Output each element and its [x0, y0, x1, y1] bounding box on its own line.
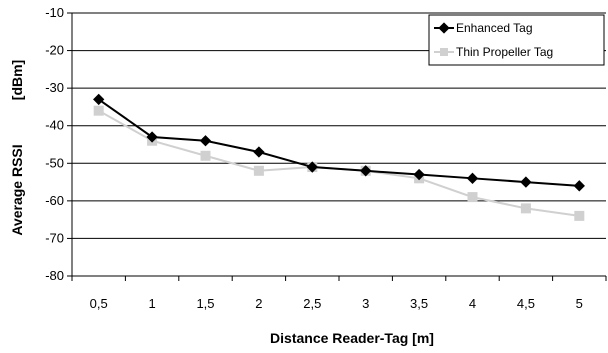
y-tick-label: -50 — [45, 155, 64, 170]
x-tick-label: 5 — [576, 296, 583, 311]
data-point — [200, 150, 211, 161]
gridlines — [72, 12, 606, 277]
series-group — [93, 93, 585, 221]
x-tick-labels: 0,5 1 1,5 2 2,5 3 3,5 4 4,5 5 — [71, 276, 607, 311]
y-tick-label: -80 — [45, 268, 64, 283]
data-point — [199, 135, 212, 147]
x-tick-label: 1 — [148, 296, 155, 311]
y-tick-label: -70 — [45, 230, 64, 245]
data-point — [573, 180, 585, 192]
y-tick-label: -60 — [45, 193, 64, 208]
x-tick-label: 1,5 — [196, 296, 214, 311]
y-tick-label: -30 — [45, 80, 64, 95]
x-tick-label: 4 — [469, 296, 476, 311]
legend-box — [428, 14, 605, 66]
legend-marker-thin — [440, 48, 448, 56]
y-tick-label: -10 — [45, 5, 64, 20]
x-tick-label: 4,5 — [517, 296, 535, 311]
data-point — [253, 165, 264, 176]
y-tick-label: -40 — [45, 118, 64, 133]
data-point — [360, 165, 372, 177]
y-tick-labels: -10 -20 -30 -40 -50 -60 -70 -80 — [45, 5, 72, 283]
x-tick-label: 3,5 — [410, 296, 428, 311]
series-0 — [93, 93, 585, 192]
data-point — [146, 131, 158, 143]
data-point — [253, 146, 265, 158]
legend-label-thin: Thin Propeller Tag — [456, 45, 553, 59]
legend-label-enhanced: Enhanced Tag — [456, 21, 533, 35]
y-tick-label: -20 — [45, 43, 64, 58]
x-tick-label: 2 — [255, 296, 262, 311]
data-point — [520, 203, 531, 214]
x-axis-title: Distance Reader-Tag [m] — [270, 330, 434, 346]
data-point — [466, 172, 479, 184]
x-tick-label: 0,5 — [90, 296, 108, 311]
y-axis-title: Average RSSI — [9, 144, 25, 235]
data-point — [93, 105, 104, 116]
data-point — [520, 176, 532, 188]
legend: Enhanced Tag Thin Propeller Tag — [428, 14, 605, 66]
x-tick-label: 2,5 — [303, 296, 321, 311]
data-point — [413, 168, 425, 181]
data-point — [574, 210, 585, 221]
y-axis-unit: [dBm] — [9, 60, 25, 100]
data-point — [467, 192, 478, 203]
data-point — [306, 161, 318, 173]
x-tick-label: 3 — [362, 296, 369, 311]
series-line — [98, 98, 580, 187]
